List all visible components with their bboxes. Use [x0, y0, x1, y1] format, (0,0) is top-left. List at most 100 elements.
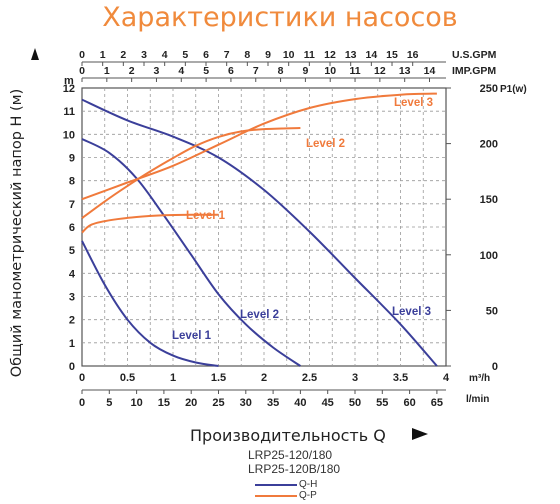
imp-gpm-tick-label: 2: [129, 65, 135, 77]
imp-gpm-tick-label: 0: [79, 65, 85, 77]
y-unit-label: m: [64, 75, 74, 87]
imp-gpm-unit-label: IMP.GPM: [452, 65, 496, 77]
qh-curve-level-1: [81, 240, 219, 367]
legend-swatch-qh: [255, 484, 297, 486]
legend: Q-H Q-P: [255, 479, 375, 501]
x-unit-label: m³/h: [469, 373, 490, 384]
legend-swatch-qp: [255, 495, 297, 497]
p-tick-label: 150: [480, 194, 498, 206]
legend-item-qp: Q-P: [255, 490, 375, 501]
us-gpm-tick-label: 6: [203, 49, 209, 61]
us-gpm-tick-label: 9: [265, 49, 271, 61]
lmin-tick-label: 30: [240, 397, 252, 409]
us-gpm-tick-label: 10: [283, 49, 295, 61]
lmin-tick-label: 25: [212, 397, 224, 409]
qh-curve-level-2: [81, 138, 301, 367]
x-tick-label: 3: [352, 372, 358, 384]
us-gpm-tick-label: 2: [120, 49, 126, 61]
y-tick-label: 11: [63, 106, 75, 118]
us-gpm-tick-label: 13: [345, 49, 357, 61]
us-gpm-tick-label: 14: [366, 49, 378, 61]
x-axis-label: Производительность Q: [190, 426, 386, 445]
legend-item-qh: Q-H: [255, 479, 375, 490]
lmin-tick-label: 50: [349, 397, 361, 409]
us-gpm-tick-label: 16: [407, 49, 419, 61]
imp-gpm-tick-label: 4: [178, 65, 184, 77]
x-tick-label: 0.5: [120, 372, 135, 384]
imp-gpm-tick-label: 10: [324, 65, 336, 77]
p-tick-label: 0: [492, 361, 498, 373]
p-tick-label: 100: [480, 250, 498, 262]
lmin-tick-label: 40: [294, 397, 306, 409]
y-tick-label: 7: [69, 199, 75, 211]
us-gpm-tick-label: 0: [79, 49, 85, 61]
y-tick-label: 5: [69, 245, 75, 257]
qp-label-level-2: Level 2: [306, 138, 345, 150]
qp-curve-level-2: [81, 127, 301, 219]
imp-gpm-tick-label: 11: [349, 65, 360, 77]
x-tick-label: 3.5: [393, 372, 408, 384]
y-tick-label: 8: [69, 176, 75, 188]
us-gpm-tick-label: 1: [100, 49, 106, 61]
y-tick-label: 12: [63, 83, 75, 95]
qh-label-level-1: Level 1: [172, 330, 212, 342]
lmin-tick-label: 55: [376, 397, 388, 409]
x-tick-label: 1: [170, 372, 176, 384]
imp-gpm-tick-label: 12: [374, 65, 386, 77]
imp-gpm-tick-label: 7: [253, 65, 259, 77]
us-gpm-tick-label: 7: [224, 49, 230, 61]
us-gpm-tick-label: 15: [386, 49, 398, 61]
us-gpm-unit-label: U.S.GPM: [452, 49, 497, 61]
y-tick-label: 10: [63, 129, 75, 141]
x-tick-label: 2.5: [302, 372, 317, 384]
lmin-unit-label: l/min: [466, 394, 489, 405]
p-tick-label: 200: [480, 139, 498, 151]
y-tick-label: 1: [69, 338, 75, 350]
lmin-tick-label: 0: [79, 397, 85, 409]
lmin-tick-label: 5: [106, 397, 112, 409]
lmin-tick-label: 65: [431, 397, 443, 409]
imp-gpm-tick-label: 13: [399, 65, 411, 77]
y-tick-label: 0: [69, 361, 75, 373]
qh-label-level-3: Level 3: [392, 306, 431, 318]
x-tick-label: 0: [79, 372, 85, 384]
y-axis-arrow-icon: [31, 48, 39, 60]
us-gpm-tick-label: 5: [182, 49, 188, 61]
p-unit-label: P1(w): [500, 84, 527, 95]
lmin-tick-label: 15: [158, 397, 170, 409]
qp-curve-level-1: [81, 213, 219, 234]
imp-gpm-tick-label: 1: [104, 65, 110, 77]
x-tick-label: 2: [261, 372, 267, 384]
x-axis-arrow-icon: [412, 428, 428, 440]
model-name-2: LRP25-120B/180: [248, 462, 341, 476]
us-gpm-tick-label: 3: [141, 49, 147, 61]
chart-title: Характеристики насосов: [102, 2, 458, 33]
imp-gpm-tick-label: 6: [228, 65, 234, 77]
y-tick-label: 2: [69, 315, 75, 327]
us-gpm-tick-label: 8: [244, 49, 250, 61]
imp-gpm-tick-label: 5: [203, 65, 209, 77]
qh-label-level-2: Level 2: [240, 309, 279, 321]
lmin-tick-label: 10: [130, 397, 142, 409]
y-tick-label: 3: [69, 292, 75, 304]
imp-gpm-tick-label: 3: [154, 65, 160, 77]
y-tick-label: 4: [69, 268, 76, 280]
y-tick-label: 9: [69, 153, 75, 165]
qh-curve-level-3: [81, 98, 438, 367]
y-tick-label: 6: [69, 222, 75, 234]
p-tick-label: 50: [486, 305, 498, 317]
x-tick-label: 1.5: [211, 372, 226, 384]
model-name-1: LRP25-120/180: [248, 448, 333, 462]
imp-gpm-tick-label: 9: [302, 65, 308, 77]
qp-label-level-1: Level 1: [186, 210, 226, 222]
imp-gpm-tick-label: 14: [424, 65, 436, 77]
imp-gpm-tick-label: 8: [278, 65, 284, 77]
x-tick-label: 4: [443, 372, 450, 384]
us-gpm-tick-label: 4: [162, 49, 168, 61]
lmin-tick-label: 45: [322, 397, 334, 409]
legend-label-qh: Q-H: [299, 479, 318, 490]
us-gpm-tick-label: 11: [304, 49, 315, 61]
lmin-tick-label: 35: [267, 397, 279, 409]
qp-curve-level-3: [81, 92, 437, 201]
